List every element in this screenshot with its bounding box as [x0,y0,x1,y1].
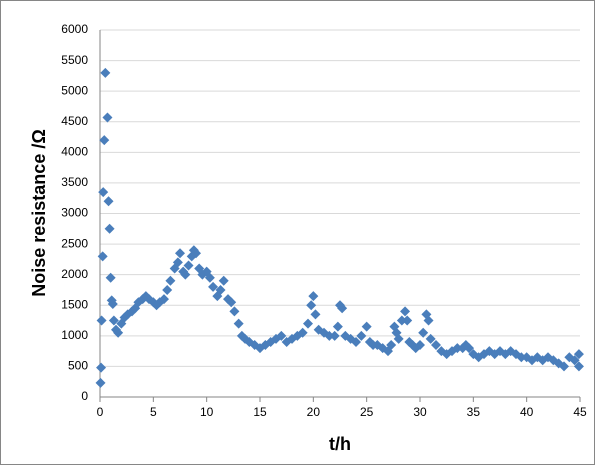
point [97,251,108,262]
point [308,291,319,302]
point [204,272,215,283]
y-tick-label: 2000 [61,267,88,281]
x-tick-label: 35 [467,405,481,419]
point [393,333,404,344]
point [361,321,372,332]
point [183,260,194,271]
x-tick-label: 15 [253,405,267,419]
x-tick-label: 45 [573,405,587,419]
point [573,361,584,372]
point [423,315,434,326]
point [95,377,106,388]
point [175,248,185,259]
y-tick-label: 500 [68,359,88,373]
point [226,297,237,308]
point [276,330,287,341]
point [415,340,425,351]
point [516,352,527,363]
y-tick-label: 6000 [61,22,88,36]
point [402,315,413,326]
point [452,343,463,354]
point [396,315,407,326]
point [105,272,116,283]
point [229,306,240,317]
point [218,275,229,286]
point [425,333,436,344]
point [356,330,367,341]
point [400,306,411,317]
point [329,330,340,341]
y-tick-label: 3500 [61,175,88,189]
point [573,349,584,360]
x-axis-label: t/h [329,434,351,454]
point [297,327,308,338]
point [180,269,191,280]
y-tick-label: 4500 [61,114,88,128]
point [233,318,244,329]
x-tick-label: 40 [520,405,534,419]
point [351,336,361,347]
point [107,299,118,310]
point [99,135,110,146]
point [103,196,114,207]
y-tick-label: 2500 [61,236,88,250]
point [418,327,429,338]
x-tick-label: 30 [413,405,427,419]
point [337,303,348,314]
point [96,362,107,373]
point [165,275,176,286]
point [172,257,183,268]
x-tick-label: 10 [200,405,214,419]
point [324,330,335,341]
x-tick-label: 20 [307,405,321,419]
point [191,248,201,259]
y-tick-label: 5500 [61,53,88,67]
point [208,281,219,292]
point [569,355,580,366]
point [100,67,111,78]
point [505,346,516,357]
y-axis-label: Noise resistance /Ω [29,129,49,297]
point [310,309,321,320]
point [104,223,115,234]
point [431,340,441,351]
point [186,251,197,262]
y-tick-label: 1000 [61,328,88,342]
y-tick-label: 0 [81,389,88,403]
point [559,361,569,372]
point [159,294,169,305]
point [119,312,130,323]
point [332,321,343,332]
point [96,315,107,326]
y-tick-label: 5000 [61,83,88,97]
y-tick-label: 1500 [61,297,88,311]
point [113,327,124,338]
x-tick-label: 25 [360,405,374,419]
y-tick-label: 3000 [61,206,88,220]
point [122,309,133,320]
point [98,187,109,198]
point [162,284,173,295]
point [386,340,397,351]
x-tick-label: 0 [97,405,104,419]
y-tick-label: 4000 [61,145,88,159]
point [464,343,475,354]
point [102,112,113,123]
point [215,284,226,295]
point [108,315,119,326]
point [306,300,317,311]
x-tick-label: 5 [150,405,157,419]
point [303,318,313,329]
